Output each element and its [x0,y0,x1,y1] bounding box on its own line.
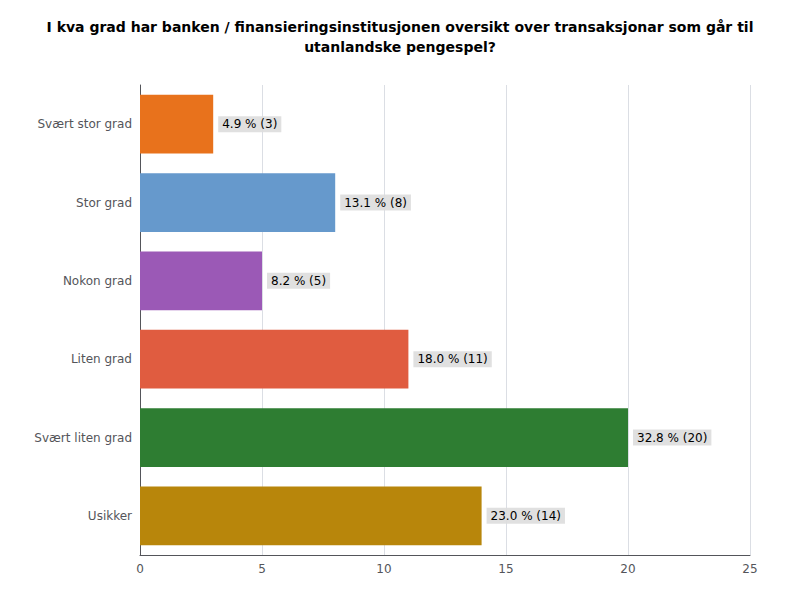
svg-text:I kva grad har banken / finans: I kva grad har banken / finansieringsins… [47,19,754,35]
svg-text:4.9 % (3): 4.9 % (3) [222,117,277,131]
svg-text:23.0 % (14): 23.0 % (14) [491,509,561,523]
svg-text:Usikker: Usikker [88,509,132,523]
svg-text:15: 15 [498,562,513,576]
svg-text:8.2 % (5): 8.2 % (5) [271,274,326,288]
svg-text:Liten grad: Liten grad [71,352,132,366]
svg-text:0: 0 [136,562,144,576]
svg-text:32.8 % (20): 32.8 % (20) [637,431,707,445]
svg-text:Svært stor grad: Svært stor grad [37,117,132,131]
svg-text:Svært liten grad: Svært liten grad [34,431,132,445]
svg-text:5: 5 [258,562,266,576]
svg-text:13.1 % (8): 13.1 % (8) [344,196,407,210]
svg-text:18.0 % (11): 18.0 % (11) [417,352,487,366]
svg-text:Nokon grad: Nokon grad [63,274,132,288]
svg-text:20: 20 [620,562,635,576]
svg-text:utanlandske pengespel?: utanlandske pengespel? [304,39,496,55]
svg-text:25: 25 [742,562,757,576]
svg-text:Stor grad: Stor grad [76,196,132,210]
svg-text:10: 10 [376,562,391,576]
